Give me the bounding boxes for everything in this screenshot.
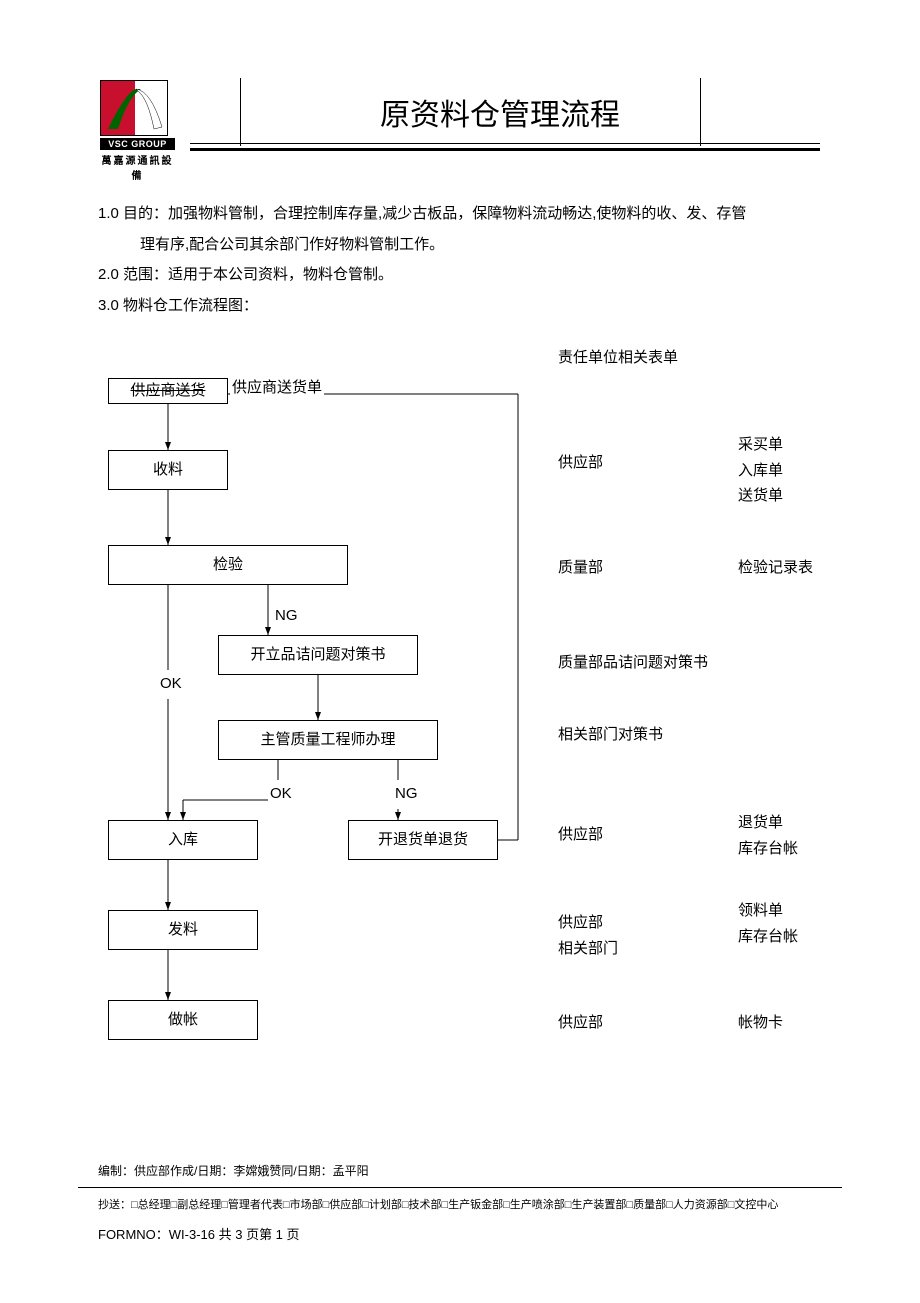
footer-cc-line: 抄送：□总经理□副总经理□管理者代表□市场部□供应部□计划部□技术部□生产钣金部… bbox=[98, 1196, 822, 1212]
footer-form-number: FORMNO：WI-3-16 共 3 页第 1 页 bbox=[98, 1224, 822, 1243]
document-body: 1.0 目的：加强物料管制，合理控制库存量,减少古板品，保障物料流动畅达,使物料… bbox=[0, 160, 920, 1090]
resp-docs-5: 领料单 库存台帐 bbox=[738, 898, 798, 949]
flow-node-n7: 发料 bbox=[108, 910, 258, 950]
section-1-label: 1.0 目的： bbox=[98, 205, 168, 222]
logo-company-text: 萬嘉源通訊設備 bbox=[100, 152, 175, 182]
logo-swoosh-icon bbox=[106, 87, 164, 131]
flow-label-1: NG bbox=[273, 602, 300, 631]
document-title: 原资料仓管理流程 bbox=[100, 60, 820, 134]
document-header: VSC GROUP 萬嘉源通訊設備 原资料仓管理流程 bbox=[0, 0, 920, 160]
flow-label-4: NG bbox=[393, 780, 420, 809]
document-footer: 编制：供应部作成/日期：李嫦娥赞同/日期：孟平阳 抄送：□总经理□副总经理□管理… bbox=[98, 1162, 822, 1243]
flow-node-n2: 检验 bbox=[108, 545, 348, 585]
section-1-text-b: 理有序,配合公司其余部门作好物料管制工作。 bbox=[98, 231, 822, 260]
section-1-text-a: 加强物料管制，合理控制库存量,减少古板品，保障物料流动畅达,使物料的收、发、存管 bbox=[168, 205, 746, 222]
company-logo: VSC GROUP 萬嘉源通訊設備 bbox=[100, 80, 175, 182]
section-3: 3.0 物料仓工作流程图： bbox=[98, 292, 822, 321]
flow-node-n8: 做帐 bbox=[108, 1000, 258, 1040]
flow-label-0: 供应商送货单 bbox=[230, 374, 324, 403]
resp-dept-6: 供应部 bbox=[558, 1010, 603, 1036]
resp-docs-6: 帐物卡 bbox=[738, 1010, 783, 1036]
section-2-text: 适用于本公司资料，物料仓管制。 bbox=[168, 266, 393, 283]
flow-node-n1: 收料 bbox=[108, 450, 228, 490]
resp-docs-0: 采买单 入库单 送货单 bbox=[738, 432, 783, 509]
logo-group-text: VSC GROUP bbox=[100, 138, 175, 150]
flow-node-n4: 主管质量工程师办理 bbox=[218, 720, 438, 760]
flowchart-area: 责任单位相关表单 供应商送货收料检验开立品诘问题对策书主管质量工程师办理入库开退… bbox=[98, 350, 822, 1090]
resp-dept-2: 质量部品诘问题对策书 bbox=[558, 650, 708, 676]
flow-node-n5: 入库 bbox=[108, 820, 258, 860]
flow-label-3: OK bbox=[268, 780, 294, 809]
logo-mark bbox=[100, 80, 168, 136]
footer-author-line: 编制：供应部作成/日期：李嫦娥赞同/日期：孟平阳 bbox=[98, 1162, 822, 1179]
section-2-label: 2.0 范围： bbox=[98, 266, 168, 283]
resp-dept-4: 供应部 bbox=[558, 822, 603, 848]
flow-node-n3: 开立品诘问题对策书 bbox=[218, 635, 418, 675]
resp-dept-1: 质量部 bbox=[558, 555, 603, 581]
flow-node-n6: 开退货单退货 bbox=[348, 820, 498, 860]
resp-dept-5: 供应部 相关部门 bbox=[558, 910, 618, 961]
section-2: 2.0 范围：适用于本公司资料，物料仓管制。 bbox=[98, 261, 822, 290]
resp-docs-4: 退货单 库存台帐 bbox=[738, 810, 798, 861]
resp-dept-0: 供应部 bbox=[558, 450, 603, 476]
flow-label-2: OK bbox=[158, 670, 184, 699]
flow-node-n0: 供应商送货 bbox=[108, 378, 228, 404]
resp-docs-1: 检验记录表 bbox=[738, 555, 813, 581]
section-1: 1.0 目的：加强物料管制，合理控制库存量,减少古板品，保障物料流动畅达,使物料… bbox=[98, 200, 822, 229]
resp-dept-3: 相关部门对策书 bbox=[558, 722, 663, 748]
